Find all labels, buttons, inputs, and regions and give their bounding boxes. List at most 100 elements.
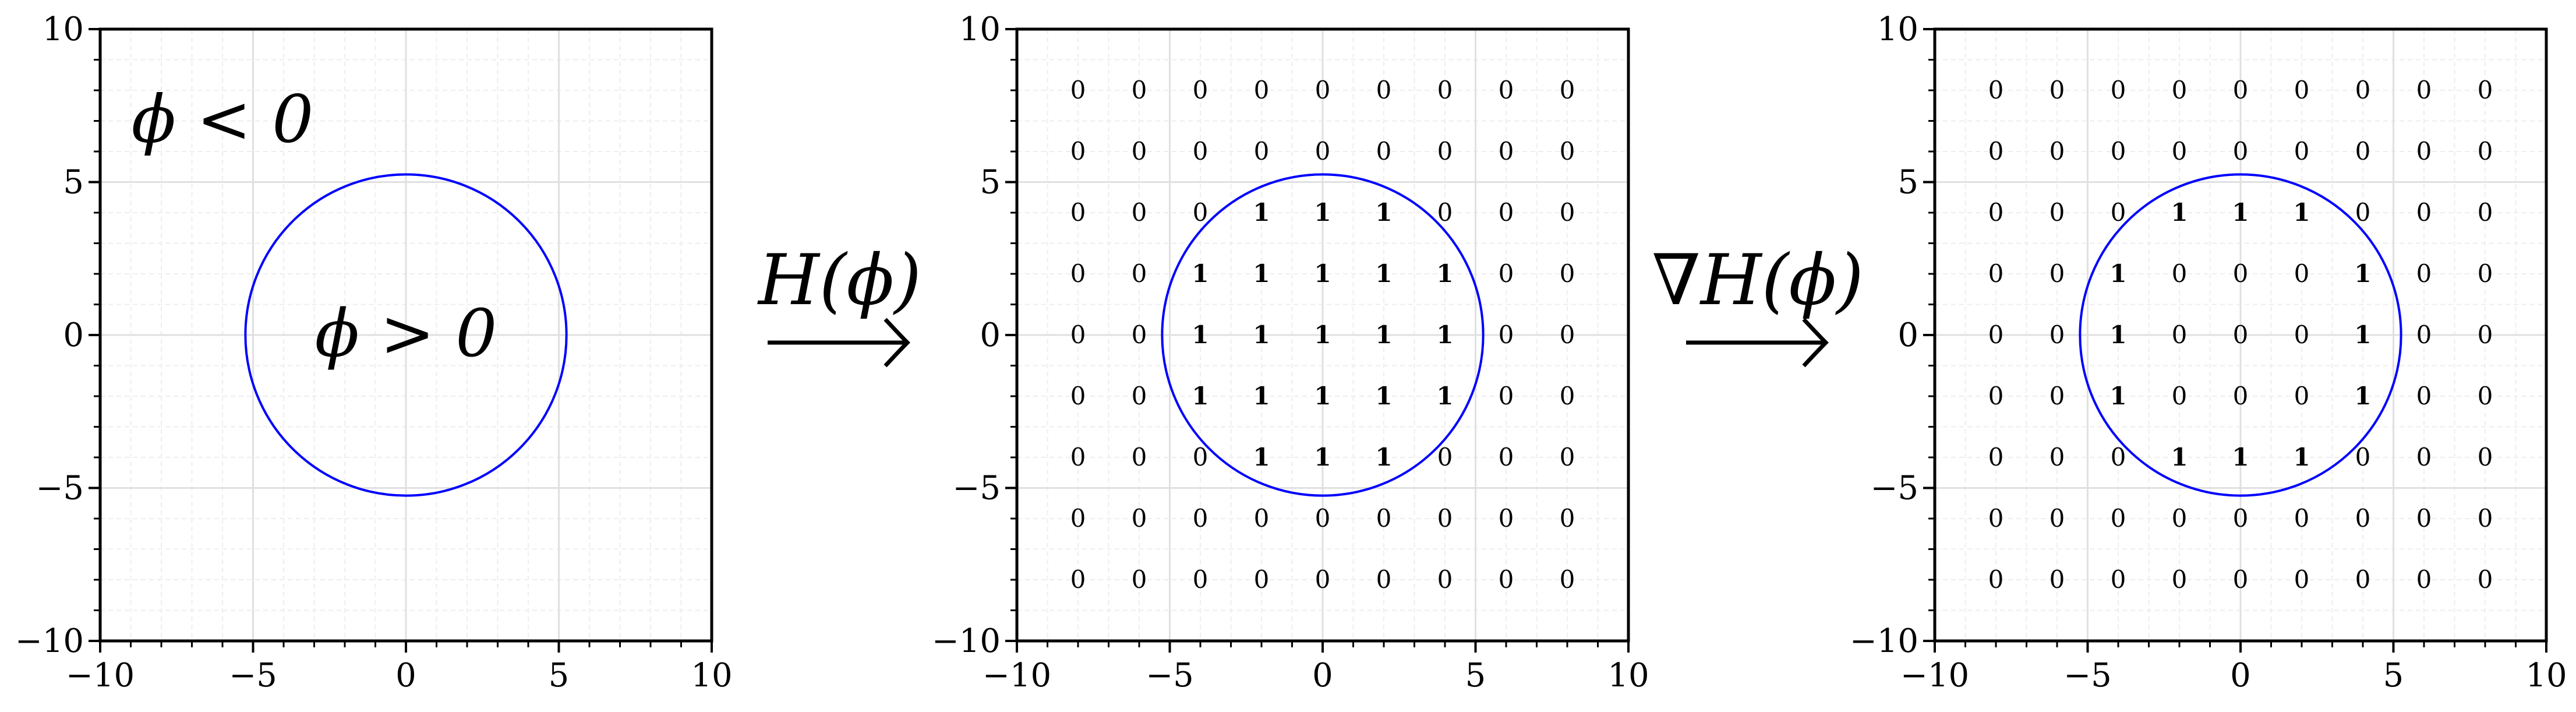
grid-value: 1 xyxy=(2293,198,2310,227)
grid-value: 1 xyxy=(1314,382,1331,410)
grid-value: 1 xyxy=(1375,259,1392,288)
grid-value: 1 xyxy=(1375,320,1392,349)
grid-value: 0 xyxy=(2050,382,2065,410)
value-grid: 0 0 0 0 0 0 0 0 0 0 0 0 0 0 0 0 0 0 0 0 0 1 1 1 0 0 0 0 0 1 1 1 1 1 0 0 0 0 1 1… xyxy=(1070,76,1575,594)
grid-value: 0 xyxy=(1560,198,1575,227)
grid-value: 0 xyxy=(1132,259,1147,288)
grid-value: 0 xyxy=(2478,443,2493,471)
y-tick-label: 0 xyxy=(1897,316,1918,354)
grid-value: 0 xyxy=(1070,259,1086,288)
grid-value: 0 xyxy=(2355,137,2371,165)
value-grid: 0 0 0 0 0 0 0 0 0 0 0 0 0 0 0 0 0 0 0 0 0 1 1 1 0 0 0 0 0 1 0 0 0 1 0 0 0 0 1 0… xyxy=(1988,76,2493,594)
grid-value: 0 xyxy=(2355,565,2371,594)
arrow-heaviside: H(ϕ) xyxy=(757,240,921,368)
grid-value: 0 xyxy=(2172,382,2188,410)
grid-value: 0 xyxy=(2172,137,2188,165)
grid-value: 0 xyxy=(2478,76,2493,104)
grid-value: 0 xyxy=(2111,137,2126,165)
grid-value: 1 xyxy=(2171,443,2188,471)
grid-value: 0 xyxy=(2050,198,2065,227)
grid-value: 0 xyxy=(1560,259,1575,288)
grid-value: 1 xyxy=(1253,382,1270,410)
grid-value: 0 xyxy=(1070,76,1086,104)
grid-value: 0 xyxy=(1437,443,1453,471)
grid-value: 0 xyxy=(1193,137,1209,165)
grid-value: 0 xyxy=(1437,504,1453,533)
grid-value: 1 xyxy=(2232,443,2249,471)
arrow-label-heaviside: H(ϕ) xyxy=(757,240,921,321)
grid-value: 1 xyxy=(1314,443,1331,471)
grid-value: 0 xyxy=(2233,504,2249,533)
grid-value: 0 xyxy=(2478,198,2493,227)
y-tick-label: −5 xyxy=(952,470,1001,507)
grid-value: 0 xyxy=(2416,565,2432,594)
grid-value: 0 xyxy=(2416,137,2432,165)
grid-value: 0 xyxy=(1070,137,1086,165)
x-tick-label: −5 xyxy=(229,657,277,695)
ticks xyxy=(1005,28,1630,653)
grid-value: 1 xyxy=(1192,320,1209,349)
grid-value: 0 xyxy=(1560,382,1575,410)
grid-value: 0 xyxy=(1499,320,1514,349)
y-tick-label: 10 xyxy=(43,10,84,48)
grid-value: 1 xyxy=(1192,382,1209,410)
x-tick-label: −5 xyxy=(1146,657,1194,695)
grid-value: 0 xyxy=(2355,198,2371,227)
y-tick-label: 5 xyxy=(63,164,84,202)
grid-value: 0 xyxy=(2416,76,2432,104)
y-tick-label: 10 xyxy=(1877,10,1918,48)
y-tick-label: 10 xyxy=(959,10,1001,48)
grid-value: 0 xyxy=(1132,76,1147,104)
grid-value: 0 xyxy=(1560,76,1575,104)
grid-value: 0 xyxy=(2172,565,2188,594)
x-tick-label: 5 xyxy=(2383,657,2404,695)
grid-value: 1 xyxy=(2354,320,2371,349)
grid-value: 0 xyxy=(1560,137,1575,165)
y-tick-label: −5 xyxy=(1870,470,1918,507)
x-tick-label: 0 xyxy=(395,657,416,695)
ticks xyxy=(1923,28,2547,653)
ticks xyxy=(89,28,713,653)
grid-value: 0 xyxy=(2111,504,2126,533)
region-label: ϕ < 0 xyxy=(132,82,314,158)
grid-value: 0 xyxy=(1560,320,1575,349)
grid-value: 0 xyxy=(1499,259,1514,288)
grid-value: 0 xyxy=(1560,565,1575,594)
grid-value: 1 xyxy=(1436,382,1453,410)
grid-value: 0 xyxy=(1254,565,1270,594)
grid-value: 0 xyxy=(1315,76,1331,104)
grid-value: 0 xyxy=(2111,443,2126,471)
grid-value: 1 xyxy=(1375,443,1392,471)
grid-value: 0 xyxy=(1132,504,1147,533)
level-set-circle xyxy=(1161,173,1485,497)
grid-value: 0 xyxy=(1193,504,1209,533)
grid-value: 1 xyxy=(2232,198,2249,227)
grid-value: 0 xyxy=(2294,565,2310,594)
grid-value: 0 xyxy=(1193,76,1209,104)
grid-value: 0 xyxy=(2478,565,2493,594)
grid-value: 0 xyxy=(1988,259,2004,288)
grid-value: 0 xyxy=(2355,504,2371,533)
grid-value: 0 xyxy=(2050,76,2065,104)
grid-value: 0 xyxy=(2294,382,2310,410)
grid-value: 0 xyxy=(1499,565,1514,594)
grid-value: 0 xyxy=(1254,76,1270,104)
grid-value: 1 xyxy=(1314,198,1331,227)
grid-value: 0 xyxy=(1988,198,2004,227)
grid-value: 1 xyxy=(1253,443,1270,471)
grid-value: 0 xyxy=(1193,198,1209,227)
grid-value: 1 xyxy=(1375,382,1392,410)
grid-value: 0 xyxy=(1560,504,1575,533)
grid-value: 0 xyxy=(1988,504,2004,533)
y-tick-label: −10 xyxy=(1850,622,1918,660)
region-label: ϕ > 0 xyxy=(315,296,497,372)
grid-value: 1 xyxy=(1375,198,1392,227)
grid-value: 0 xyxy=(2416,443,2432,471)
grid-value: 0 xyxy=(2111,198,2126,227)
grid-value: 0 xyxy=(1376,137,1392,165)
grid-value: 0 xyxy=(2355,76,2371,104)
grid-value: 0 xyxy=(2294,259,2310,288)
arrow-label-gradient: ∇H(ϕ) xyxy=(1652,240,1864,321)
